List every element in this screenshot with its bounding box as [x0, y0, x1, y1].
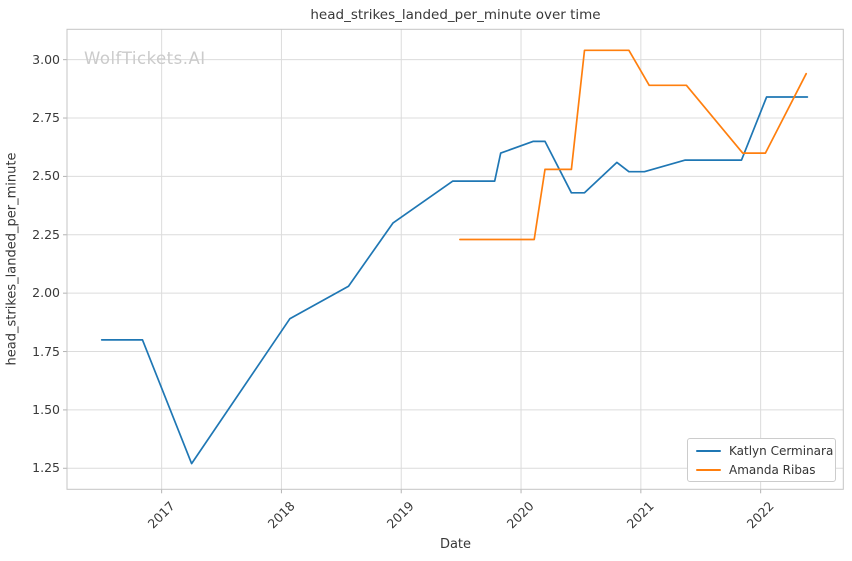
- x-axis-label: Date: [439, 537, 472, 552]
- legend-item-katlyn-cerminara: Katlyn Cerminara: [696, 444, 835, 458]
- series-line-amanda-ribas: [459, 49, 808, 241]
- legend-item-amanda-ribas: Amanda Ribas: [696, 463, 835, 477]
- y-tick-label: 2.75: [32, 110, 60, 126]
- legend-label: Amanda Ribas: [729, 462, 816, 477]
- plot-border: [66, 28, 844, 490]
- legend-label: Katlyn Cerminara: [729, 443, 834, 458]
- y-tick-label: 3.00: [32, 51, 60, 67]
- y-tick-label: 2.00: [32, 285, 60, 301]
- watermark: WolfTickets.AI: [84, 49, 206, 68]
- legend: Katlyn Cerminara Amanda Ribas: [687, 438, 836, 482]
- legend-swatch-blue-line: [696, 449, 721, 452]
- y-tick-label: 2.25: [32, 226, 60, 242]
- y-tick-label: 2.50: [32, 168, 60, 184]
- y-tick-label: 1.50: [32, 401, 60, 417]
- y-tick-label: 1.25: [32, 460, 60, 476]
- series-line-katlyn-cerminara: [100, 96, 809, 465]
- legend-swatch-orange-line: [696, 468, 721, 471]
- y-tick-label: 1.75: [32, 343, 60, 359]
- chart-title: head_strikes_landed_per_minute over time: [310, 7, 601, 23]
